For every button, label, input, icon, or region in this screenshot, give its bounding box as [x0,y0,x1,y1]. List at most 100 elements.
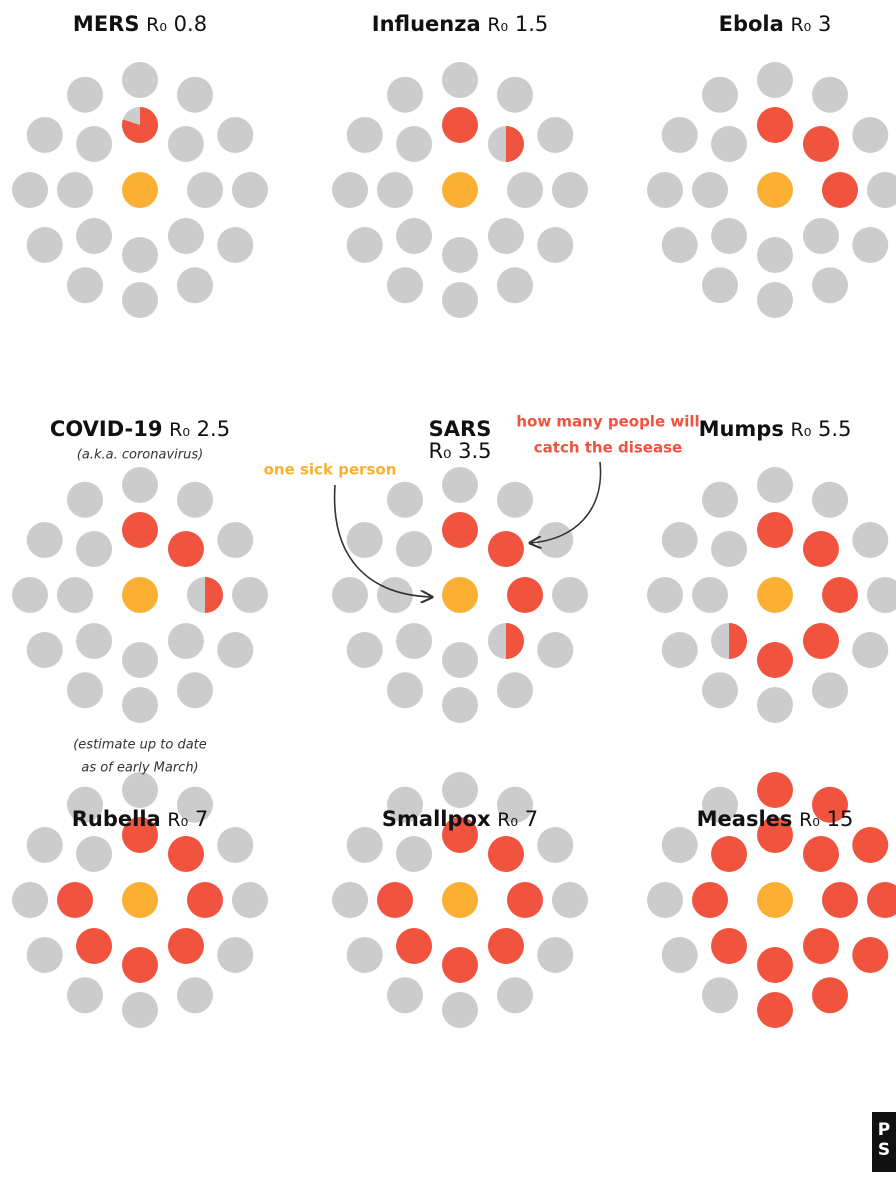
infected-dot [692,882,728,918]
healthy-dot [537,827,574,863]
healthy-dot [346,522,383,558]
healthy-dot [442,687,478,723]
healthy-dot [661,227,698,263]
note: (estimate up to date [73,738,207,753]
healthy-dot [122,282,158,318]
healthy-dot [711,217,748,254]
healthy-dot [122,992,158,1028]
sick-person [757,577,793,613]
healthy-dot [552,577,588,613]
infected-dot [757,992,793,1028]
healthy-dot [442,772,478,808]
healthy-dot [396,531,433,568]
infected-dot [757,107,793,143]
infected-dot [757,512,793,548]
r0-symbol: R₀ [169,419,190,441]
infected-dot [711,836,748,873]
healthy-dot [177,76,213,113]
healthy-dot [442,467,478,503]
logo: P [878,1120,890,1140]
healthy-dot [346,937,383,973]
r0-value: 5.5 [818,417,851,441]
logo: S [878,1140,890,1160]
healthy-dot [12,577,48,613]
healthy-dot [26,522,63,558]
infected-dot [802,836,839,873]
healthy-dot [812,672,848,709]
healthy-dot [232,172,268,208]
healthy-dot [57,172,93,208]
healthy-dot [852,117,889,153]
healthy-dot [396,836,433,873]
healthy-dot [497,267,533,304]
healthy-dot [552,172,588,208]
disease-name: Mumps [699,417,784,441]
sick-person [442,172,478,208]
panel-title: Smallpox R₀ 7 [382,807,538,831]
r0-symbol: R₀ [791,419,812,441]
r0-symbol: R₀ [799,809,820,831]
healthy-dot [537,522,574,558]
healthy-dot [67,267,103,304]
panel-title: Ebola R₀ 3 [719,12,832,36]
healthy-dot [346,827,383,863]
infected-dot [122,512,158,548]
healthy-dot [26,937,63,973]
healthy-dot [702,76,738,113]
healthy-dot [167,622,204,659]
arrow [530,461,602,543]
r0-value: 0.8 [174,12,207,36]
r0-symbol: R₀ [497,809,518,831]
note: as of early March) [81,761,198,776]
infected-dot [187,882,223,918]
healthy-dot [76,217,113,254]
healthy-dot [177,267,213,304]
healthy-dot [57,577,93,613]
infected-dot [812,977,848,1014]
infected-dot [487,927,524,964]
healthy-dot [232,882,268,918]
r0-symbol: R₀ [790,14,811,36]
healthy-dot [661,522,698,558]
healthy-dot [647,882,683,918]
infected-dot [122,817,158,853]
r0-value: 7 [525,807,538,831]
healthy-dot [852,632,889,668]
healthy-dot [387,76,423,113]
sick-person [757,172,793,208]
healthy-dot [76,126,113,163]
infected-dot [822,172,858,208]
healthy-dot [757,467,793,503]
healthy-dot [67,481,103,518]
healthy-dot [217,827,254,863]
r0-value: 1.5 [515,12,548,36]
healthy-dot [396,126,433,163]
healthy-dot [647,577,683,613]
r0-value: 15 [827,807,854,831]
r0-symbol: R₀ [146,14,167,36]
healthy-dot [177,481,213,518]
infected-dot [442,947,478,983]
infected-dot [802,531,839,568]
healthy-dot [396,622,433,659]
infected-dot [167,531,204,568]
infected-dot [802,126,839,163]
healthy-dot [217,937,254,973]
healthy-dot [552,882,588,918]
healthy-dot [702,786,738,823]
sick-person [442,577,478,613]
healthy-dot [387,977,423,1014]
dot-layer [12,62,896,1028]
r0-value: 7 [195,807,208,831]
healthy-dot [702,267,738,304]
sick-person [442,882,478,918]
infected-dot [757,947,793,983]
infected-dot [822,882,858,918]
healthy-dot [122,642,158,678]
infected-dot [487,531,524,568]
healthy-dot [661,827,698,863]
panel-title: Rubella R₀ 7 [72,807,209,831]
healthy-dot [852,522,889,558]
healthy-dot [76,622,113,659]
healthy-dot [26,827,63,863]
